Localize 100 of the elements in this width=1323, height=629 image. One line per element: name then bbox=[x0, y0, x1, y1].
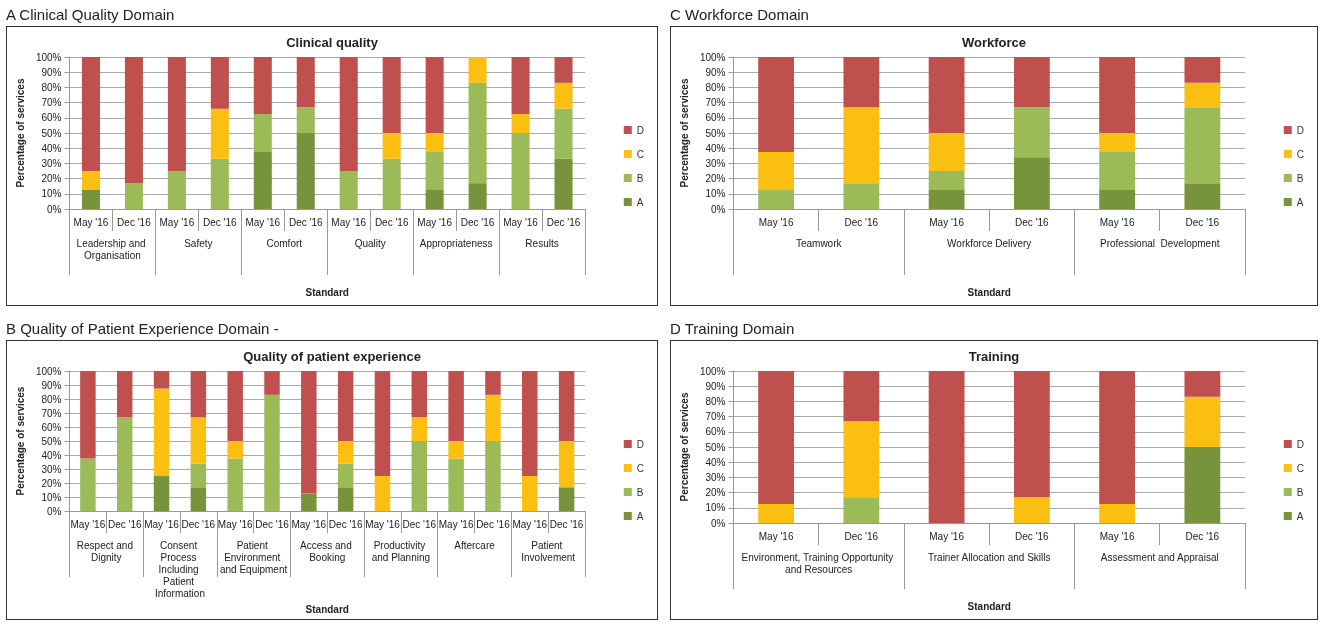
text: Results bbox=[525, 237, 559, 249]
bar bbox=[554, 108, 573, 159]
x-tick-label: Dec '16 bbox=[1015, 216, 1050, 228]
bar bbox=[554, 82, 573, 109]
bar bbox=[425, 152, 444, 190]
x-tick-label: Dec '16 bbox=[476, 518, 511, 530]
bar bbox=[124, 57, 143, 184]
x-tick-label: Dec '16 bbox=[1015, 530, 1050, 541]
y-tick-label: 100% bbox=[699, 51, 726, 63]
x-tick-label: Dec '16 bbox=[255, 518, 290, 530]
bar bbox=[758, 57, 795, 152]
y-tick-label: 10% bbox=[41, 188, 62, 200]
bar bbox=[928, 133, 965, 171]
bar bbox=[1013, 496, 1050, 523]
legend-label: C bbox=[636, 148, 645, 160]
bar bbox=[928, 190, 965, 209]
bar bbox=[337, 440, 354, 463]
bar bbox=[116, 370, 133, 417]
y-tick-label: 90% bbox=[705, 66, 726, 78]
x-tick-label: May '16 bbox=[929, 530, 965, 541]
bar bbox=[1184, 82, 1221, 108]
bar bbox=[153, 388, 170, 476]
x-tick-label: May '16 bbox=[159, 216, 195, 228]
x-tick-label: May '16 bbox=[144, 518, 180, 530]
y-tick-label: 10% bbox=[41, 491, 62, 503]
legend-label: C bbox=[636, 462, 645, 473]
bar bbox=[1013, 157, 1050, 209]
bar bbox=[468, 57, 487, 83]
y-tick-label: 70% bbox=[705, 410, 726, 422]
bar bbox=[1099, 133, 1136, 152]
bar bbox=[1099, 190, 1136, 209]
bar bbox=[1184, 446, 1221, 523]
bar bbox=[425, 133, 444, 152]
x-tick-label: Dec '16 bbox=[1185, 530, 1220, 541]
bar bbox=[928, 370, 965, 523]
y-tick-label: 100% bbox=[699, 365, 726, 376]
x-tick-label: May '16 bbox=[417, 216, 453, 228]
y-tick-label: 60% bbox=[41, 421, 62, 433]
bar bbox=[190, 486, 207, 511]
bar bbox=[511, 133, 530, 209]
y-tick-label: 50% bbox=[41, 435, 62, 447]
bar bbox=[522, 370, 538, 476]
x-tick-label: Dec '16 bbox=[374, 216, 409, 228]
y-tick-label: 0% bbox=[711, 203, 726, 215]
bar bbox=[511, 114, 530, 133]
bar bbox=[210, 108, 229, 159]
x-tick-label: Dec '16 bbox=[460, 216, 495, 228]
y-tick-label: 30% bbox=[41, 157, 62, 169]
x-tick-label: May '16 bbox=[438, 518, 474, 530]
y-tick-label: 40% bbox=[41, 142, 62, 154]
text: Aftercare bbox=[454, 539, 496, 551]
bar bbox=[1099, 152, 1136, 190]
bar bbox=[190, 370, 207, 417]
y-tick-label: 20% bbox=[705, 173, 726, 185]
y-tick-label: 90% bbox=[705, 380, 726, 392]
chart-subtitle: Clinical quality bbox=[286, 35, 379, 50]
bar bbox=[81, 57, 100, 171]
x-tick-label: May '16 bbox=[512, 518, 548, 530]
bar bbox=[558, 486, 575, 511]
x-axis-title: Standard bbox=[967, 600, 1011, 611]
legend-label: A bbox=[636, 196, 644, 208]
x-tick-label: May '16 bbox=[1099, 216, 1135, 228]
bar bbox=[253, 152, 272, 209]
bar bbox=[758, 152, 795, 190]
chart-subtitle: Training bbox=[968, 348, 1020, 364]
y-tick-label: 20% bbox=[41, 477, 62, 489]
bar bbox=[382, 57, 401, 133]
x-axis-title: Standard bbox=[305, 603, 349, 614]
bar bbox=[1099, 57, 1136, 133]
bar bbox=[264, 394, 280, 511]
bar bbox=[374, 475, 391, 511]
y-tick-label: 60% bbox=[705, 425, 726, 437]
bar bbox=[485, 370, 501, 395]
bar bbox=[843, 57, 880, 108]
bar bbox=[210, 158, 229, 209]
y-tick-label: 20% bbox=[41, 173, 62, 185]
text: Consent Process Including Patient Information bbox=[154, 539, 205, 599]
legend-label: D bbox=[636, 124, 645, 136]
legend-label: D bbox=[1296, 124, 1305, 136]
legend-label: A bbox=[1296, 196, 1304, 208]
x-tick-label: May '16 bbox=[245, 216, 281, 228]
legend-label: A bbox=[636, 510, 644, 521]
y-tick-label: 70% bbox=[41, 97, 62, 109]
bar bbox=[1099, 503, 1136, 523]
bar bbox=[124, 183, 143, 209]
y-tick-label: 60% bbox=[41, 112, 62, 124]
y-tick-label: 100% bbox=[35, 51, 62, 63]
y-tick-label: 10% bbox=[705, 501, 726, 513]
bar bbox=[296, 133, 315, 209]
text: Workforce Delivery bbox=[947, 237, 1032, 249]
y-tick-label: 70% bbox=[41, 407, 62, 419]
bar bbox=[301, 493, 317, 511]
x-tick-label: May '16 bbox=[217, 518, 253, 530]
x-tick-label: Dec '16 bbox=[549, 518, 584, 530]
y-tick-label: 90% bbox=[41, 379, 62, 391]
bar bbox=[190, 462, 207, 487]
x-tick-label: Dec '16 bbox=[844, 216, 879, 228]
x-tick-label: Dec '16 bbox=[117, 216, 152, 228]
bar bbox=[264, 370, 280, 395]
bar bbox=[81, 171, 100, 190]
